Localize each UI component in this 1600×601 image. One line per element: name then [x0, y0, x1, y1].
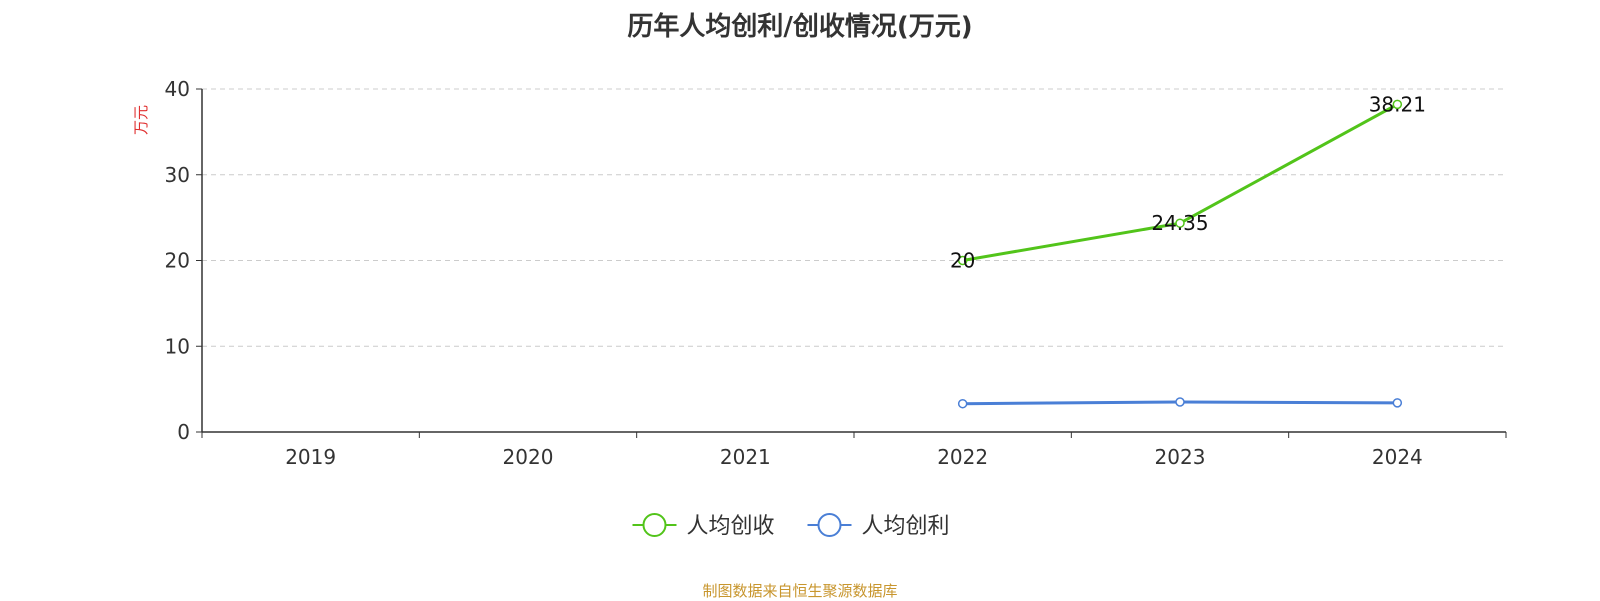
x-tick-label: 2023: [1155, 445, 1206, 469]
series-line-1: [962, 103, 1399, 262]
legend-symbol: [817, 513, 842, 537]
data-point: [957, 255, 968, 266]
data-point: [1392, 99, 1403, 110]
y-tick-label: 20: [165, 249, 190, 273]
data-point: [1175, 397, 1185, 407]
y-axis-title: 万元: [132, 105, 150, 135]
legend: 人均创收 人均创利: [632, 513, 950, 539]
x-tick-label: 2020: [503, 445, 554, 469]
x-tick-label: 2021: [720, 445, 771, 469]
axis-layer: 0 10 20 30 40 2019 2020 2021 2022 2023 2024: [165, 77, 1507, 469]
data-label: 24.35: [1151, 211, 1208, 235]
data-point: [1175, 218, 1185, 228]
legend-label: 人均创收: [687, 514, 775, 539]
legend-label: 人均创利: [862, 514, 950, 539]
y-tick-label: 40: [165, 77, 190, 101]
legend-symbol: [642, 513, 667, 537]
data-label: 38.21: [1369, 92, 1426, 116]
chart-title: 历年人均创利/创收情况(万元): [627, 12, 973, 42]
data-label: 20: [950, 249, 975, 273]
series-layer: [957, 99, 1403, 409]
data-point: [957, 398, 968, 409]
source-note: 制图数据来自恒生聚源数据库: [702, 582, 898, 600]
y-tick-label: 10: [165, 334, 190, 358]
x-tick-label: 2022: [937, 445, 988, 469]
data-point: [1392, 398, 1403, 408]
grid-layer: [202, 88, 1506, 347]
data-label-layer: 20 24.35 38.21: [950, 92, 1426, 272]
x-tick-label: 2019: [285, 445, 336, 469]
y-tick-label: 30: [165, 163, 190, 187]
x-tick-label: 2024: [1372, 445, 1423, 469]
y-tick-label: 0: [177, 420, 190, 444]
